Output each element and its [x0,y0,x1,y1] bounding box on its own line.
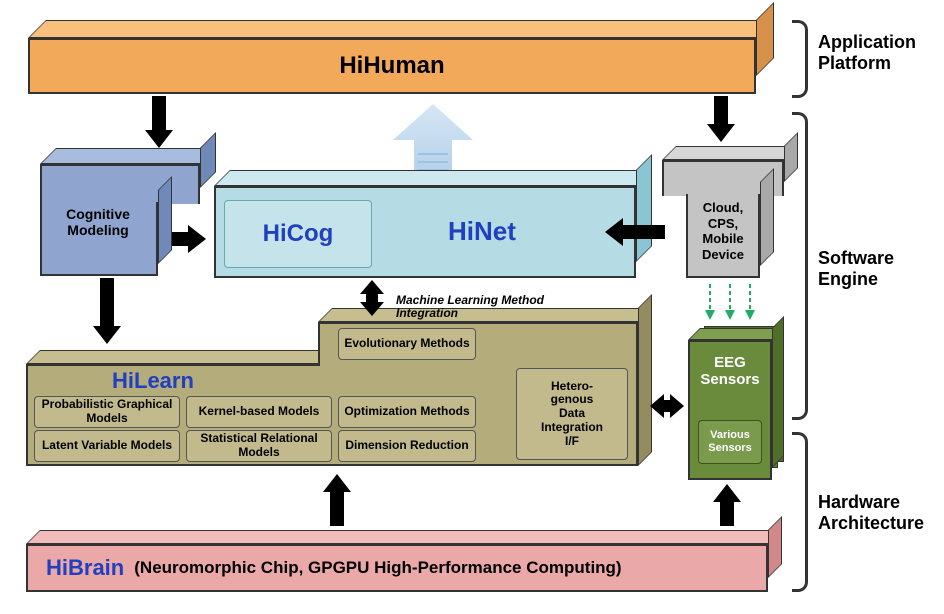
hibrain-top-face [26,530,782,544]
hinet-label: HiNet [448,216,516,247]
box-hetero: Hetero- genous Data Integration I/F [516,368,628,460]
sensor-right [772,316,784,468]
hicog-inner-box: HiCog [224,200,372,268]
arrow-hilearn-sensors-l [650,394,664,418]
arrow-cog-to-hicog-head [188,225,206,253]
arrow-hinet-hilearn-down [360,302,384,316]
section-application: Application Platform [818,32,938,73]
arrow-hibrain-to-hilearn [330,490,344,526]
cloud-label: Cloud, CPS, Mobile Device [690,200,756,262]
arrow-hinet-hilearn-up [360,280,384,294]
hilearn-right-face [638,294,652,466]
hihuman-label: HiHuman [339,52,444,80]
arrow-cloud-to-hinet-head [605,218,623,246]
cog-lower-right-face [158,176,172,264]
cog-upper [40,164,200,204]
box-evolutionary: Evolutionary Methods [338,328,476,360]
hihuman-block: HiHuman [28,38,756,94]
hinet-right-face [636,154,652,262]
ml-integration-label: Machine Learning Method Integration [396,294,596,320]
hibrain-block: HiBrain (Neuromorphic Chip, GPGPU High-P… [26,544,768,592]
hinet-top-face [214,170,652,186]
brace-application [792,20,808,98]
cloud-top-face [662,146,798,160]
arrow-hihuman-to-cloud [714,96,728,126]
cog-top-face [40,148,216,164]
cloud-lower-right-face [760,168,774,266]
arrow-cog-to-hilearn-head [93,326,121,344]
brace-hardware [792,432,808,592]
section-hardware: Hardware Architecture [818,492,938,533]
hilearn-seam [320,362,636,366]
box-statistical: Statistical Relational Models [186,430,332,462]
arrow-hilearn-sensors-r [670,394,684,418]
arrowждения-cloud-to-sensors [700,282,770,328]
arrow-cog-to-hilearn [100,278,114,328]
hibrain-sublabel: (Neuromorphic Chip, GPGPU High-Performan… [134,558,621,578]
brace-software [792,112,808,420]
box-dimension: Dimension Reduction [338,430,476,462]
section-software: Software Engine [818,248,938,289]
arrow-hihuman-to-cloud-head [707,124,735,142]
hibrain-label: HiBrain [46,555,124,581]
arrow-cloud-to-hinet [623,225,665,239]
sensor-top [688,328,784,340]
hihuman-right-face [756,2,774,76]
cog-label: Cognitive Modeling [48,206,148,238]
cog-upper-right-face [200,132,216,188]
box-optimization: Optimization Methods [338,396,476,428]
arrow-hibrain-to-sensors [720,500,734,526]
hicog-label: HiCog [263,220,334,248]
hihuman-top-face [28,20,774,38]
eeg-label: EEG Sensors [694,354,766,388]
various-sensors-box: Various Sensors [698,420,762,464]
box-latent: Latent Variable Models [34,430,180,462]
box-probabilistic: Probabilistic Graphical Models [34,396,180,428]
hilearn-label: HiLearn [112,368,194,394]
arrow-hihuman-to-cog [152,96,166,132]
hibrain-right-face [768,516,782,578]
box-kernel: Kernel-based Models [186,396,332,428]
hilearn-lower-top [26,350,332,364]
arrow-hihuman-to-cog-head [145,130,173,148]
